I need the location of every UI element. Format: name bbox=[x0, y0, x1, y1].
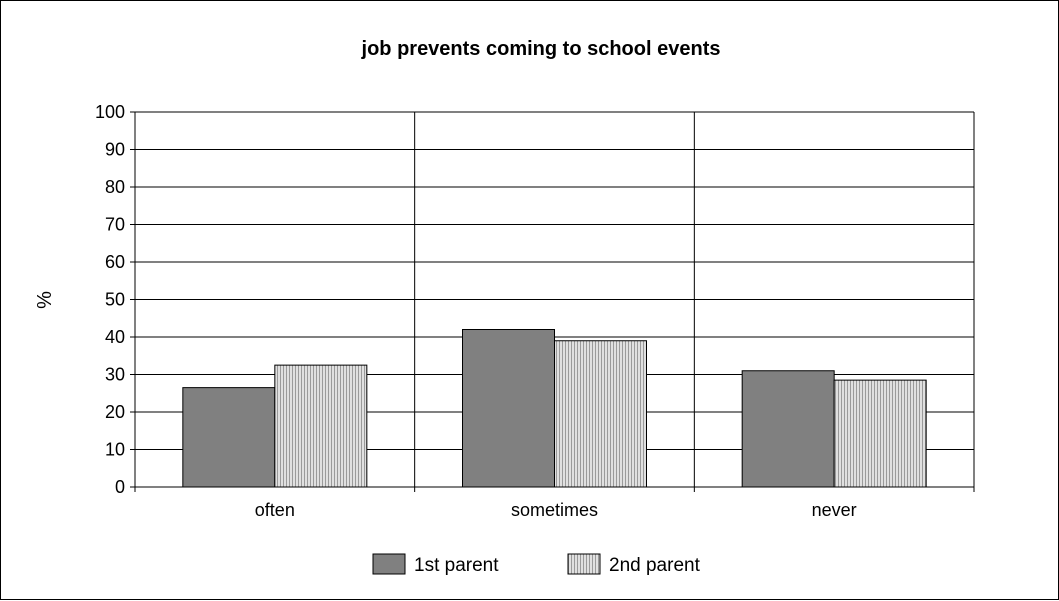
bar-second-parent-never bbox=[833, 379, 927, 488]
y-axis-label: % bbox=[34, 291, 56, 309]
y-tick-label: 60 bbox=[105, 252, 125, 272]
x-tick-label-sometimes: sometimes bbox=[511, 500, 598, 520]
bar-first-parent-sometimes bbox=[462, 329, 555, 488]
y-tick-label: 100 bbox=[95, 102, 125, 122]
x-tick-labels: often sometimes never bbox=[255, 500, 857, 520]
y-tick-label: 50 bbox=[105, 290, 125, 310]
y-tick-label: 10 bbox=[105, 440, 125, 460]
bar-first-parent-often bbox=[182, 387, 276, 488]
y-tick-label: 40 bbox=[105, 327, 125, 347]
bar-second-parent-often bbox=[274, 364, 368, 488]
legend-swatch-second-parent bbox=[567, 553, 601, 575]
legend-label-first-parent: 1st parent bbox=[414, 555, 499, 576]
x-tick-label-often: often bbox=[255, 500, 295, 520]
legend: 1st parent 2nd parent bbox=[372, 553, 701, 576]
y-tick-labels: 0 10 20 30 40 50 60 70 80 90 100 bbox=[95, 102, 125, 497]
axes bbox=[130, 111, 975, 492]
y-tick-label: 0 bbox=[115, 477, 125, 497]
y-tick-label: 30 bbox=[105, 365, 125, 385]
bar-second-parent-sometimes bbox=[554, 340, 647, 488]
y-tick-label: 80 bbox=[105, 177, 125, 197]
legend-swatch-first-parent bbox=[372, 553, 406, 575]
bar-first-parent-never bbox=[741, 370, 835, 488]
x-tick-label-never: never bbox=[812, 500, 857, 520]
y-tick-label: 20 bbox=[105, 402, 125, 422]
y-tick-label: 90 bbox=[105, 140, 125, 160]
y-tick-label: 70 bbox=[105, 215, 125, 235]
bars bbox=[182, 329, 927, 488]
chart-title: job prevents coming to school events bbox=[361, 38, 721, 60]
legend-label-second-parent: 2nd parent bbox=[609, 555, 701, 576]
